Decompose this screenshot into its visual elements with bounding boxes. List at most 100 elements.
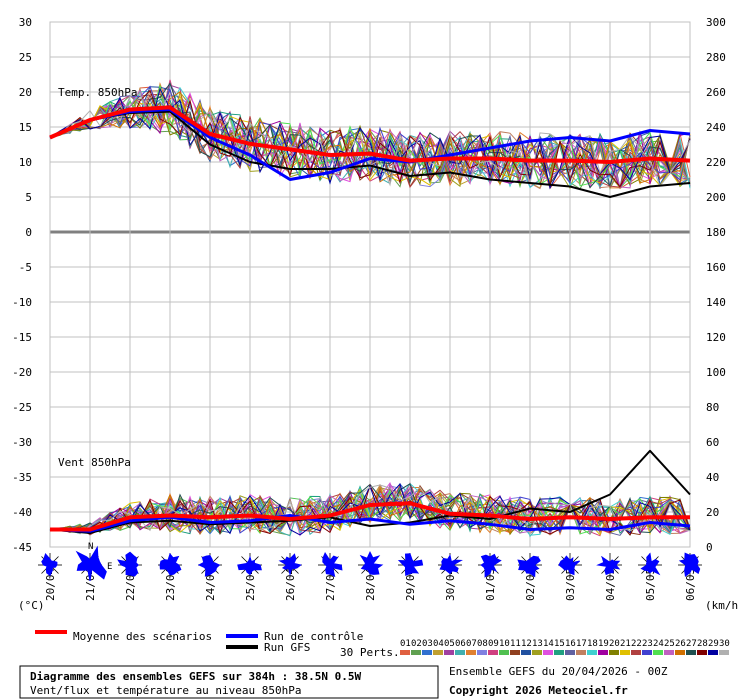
pert-number-label: 03 — [422, 639, 433, 649]
pert-number-label: 18 — [587, 639, 598, 649]
pert-number-label: 13 — [532, 639, 543, 649]
left-tick-label: -5 — [19, 261, 32, 274]
wind-rose — [640, 552, 661, 576]
wind-rose — [322, 552, 343, 578]
left-tick-label: -15 — [12, 331, 32, 344]
wind-control-line — [49, 514, 691, 533]
date-tick-label: 28/04 — [364, 568, 377, 601]
pert-color-swatch — [455, 650, 465, 655]
pert-color-swatch — [400, 650, 410, 655]
right-tick-label: 120 — [706, 331, 726, 344]
legend-perts-label: 30 Perts. — [340, 646, 400, 659]
left-tick-label: 0 — [25, 226, 32, 239]
legend-mean-swatch — [35, 630, 67, 634]
wind-pert-line — [49, 486, 691, 534]
wind-rose — [278, 553, 302, 577]
pert-color-swatch — [422, 650, 432, 655]
pert-number-label: 01 — [400, 639, 411, 649]
date-tick-label: 30/04 — [444, 568, 457, 601]
footer-box — [19, 665, 439, 699]
legend-control-swatch — [226, 634, 258, 638]
right-tick-label: 280 — [706, 51, 726, 64]
left-tick-label: -10 — [12, 296, 32, 309]
pert-number-label: 22 — [631, 639, 642, 649]
wind-rose — [397, 553, 424, 577]
pert-number-label: 15 — [554, 639, 565, 649]
pert-number-label: 07 — [466, 639, 477, 649]
left-tick-label: -30 — [12, 436, 32, 449]
right-tick-label: 240 — [706, 121, 726, 134]
pert-number-label: 30 — [719, 639, 730, 649]
legend-gfs-label: Run GFS — [264, 641, 310, 654]
pert-number-label: 12 — [521, 639, 532, 649]
footer-subtitle: Vent/flux et température au niveau 850hP… — [30, 684, 302, 697]
left-tick-label: 15 — [19, 121, 32, 134]
pert-color-swatch — [620, 650, 630, 655]
main-series — [49, 105, 691, 534]
left-tick-label: 30 — [19, 16, 32, 29]
right-tick-label: 220 — [706, 156, 726, 169]
wind-rose — [75, 545, 107, 581]
left-tick-label: -25 — [12, 401, 32, 414]
date-tick-label: 21/04 — [84, 568, 97, 601]
pert-color-swatch — [631, 650, 641, 655]
wind-rose — [237, 555, 262, 576]
left-tick-label: -20 — [12, 366, 32, 379]
temp-pert-line — [49, 93, 691, 189]
wind-mean-line — [50, 501, 690, 532]
right-tick-label: 60 — [706, 436, 719, 449]
pert-color-swatch — [521, 650, 531, 655]
pert-number-label: 08 — [477, 639, 488, 649]
pert-number-label: 04 — [433, 639, 444, 649]
pert-number-label: 26 — [675, 639, 686, 649]
pert-number-label: 27 — [686, 639, 697, 649]
wind-rose — [159, 552, 182, 576]
pert-color-swatch — [499, 650, 509, 655]
pert-color-swatch — [664, 650, 674, 655]
wind-rose — [558, 555, 581, 576]
right-tick-label: 160 — [706, 261, 726, 274]
pert-number-label: 28 — [697, 639, 708, 649]
pert-color-swatch — [576, 650, 586, 655]
pert-number-label: 14 — [543, 639, 554, 649]
pert-color-swatch — [686, 650, 696, 655]
temp-pert-line — [49, 87, 691, 190]
pert-color-swatch — [554, 650, 564, 655]
date-tick-label: 06/05 — [684, 568, 697, 601]
left-tick-label: 10 — [19, 156, 32, 169]
pert-number-label: 02 — [411, 639, 422, 649]
pert-color-swatch — [642, 650, 652, 655]
pert-color-swatch — [598, 650, 608, 655]
pert-number-label: 17 — [576, 639, 587, 649]
temp-panel-label: Temp. 850hPa — [58, 86, 137, 99]
pert-color-swatch — [466, 650, 476, 655]
wind-rose — [359, 550, 384, 575]
legend-gfs-swatch — [226, 645, 258, 649]
right-tick-label: 260 — [706, 86, 726, 99]
pert-color-swatch — [719, 650, 729, 655]
temp-pert-line — [49, 93, 691, 189]
wind-rose — [439, 554, 463, 575]
legend-control-label: Run de contrôle — [264, 630, 363, 643]
pert-color-swatch — [543, 650, 553, 655]
date-tick-label: 23/04 — [164, 568, 177, 601]
wind-panel-label: Vent 850hPa — [58, 456, 131, 469]
pert-number-label: 19 — [598, 639, 609, 649]
pert-legend: 01 02 03 04 05 06 07 08 09 10 11 12 13 14 15 16 17 18 19 20… — [400, 639, 730, 655]
grid — [49, 21, 691, 548]
pert-number-label: 09 — [488, 639, 499, 649]
pert-color-swatch — [510, 650, 520, 655]
temp-pert-line — [49, 82, 691, 189]
wind-roses — [38, 545, 702, 581]
pert-number-label: 16 — [565, 639, 576, 649]
pert-color-swatch — [411, 650, 421, 655]
date-tick-label: 26/04 — [284, 568, 297, 601]
pert-number-label: 25 — [664, 639, 675, 649]
wind-gfs-line — [49, 449, 691, 534]
date-tick-label: 20/04 — [44, 568, 57, 601]
right-tick-label: 140 — [706, 296, 726, 309]
footer-run: Ensemble GEFS du 20/04/2026 - 00Z — [449, 665, 668, 678]
pert-number-label: 20 — [609, 639, 620, 649]
wind-rose — [596, 555, 621, 576]
